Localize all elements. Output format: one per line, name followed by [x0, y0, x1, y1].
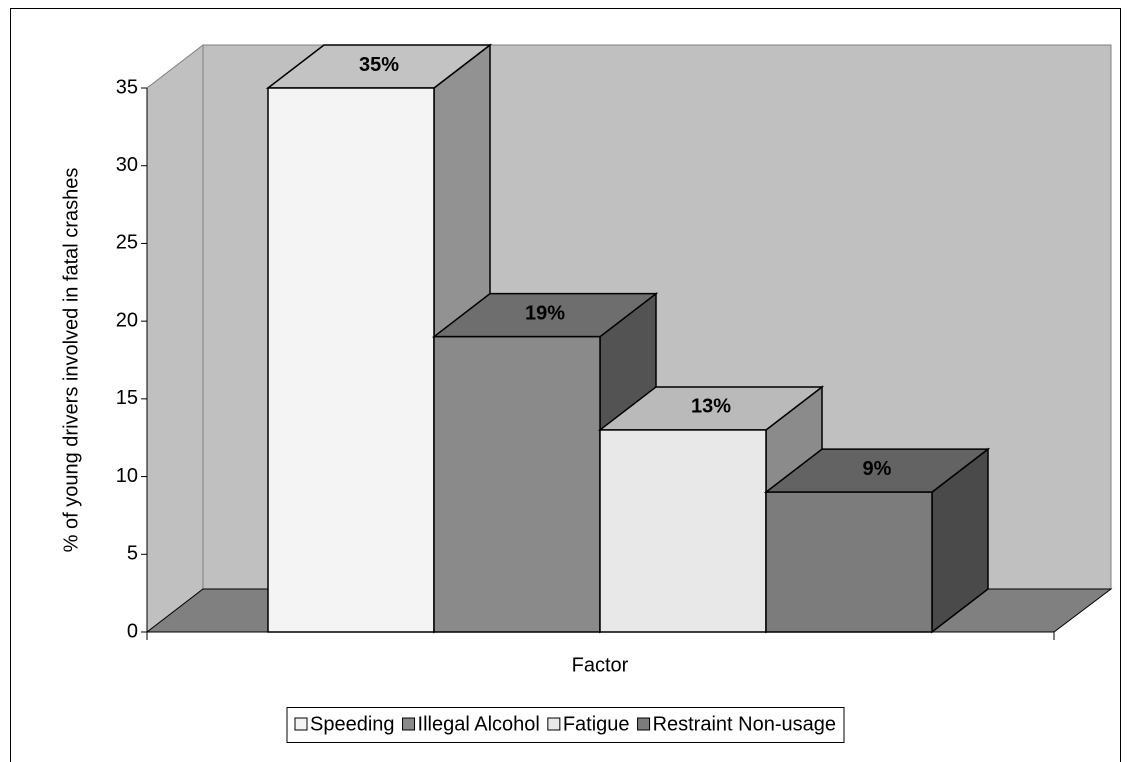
legend-label: Fatigue	[563, 713, 630, 735]
y-tick-label: 10	[116, 465, 138, 487]
y-tick-label: 5	[127, 543, 138, 565]
y-axis-label: % of young drivers involved in fatal cra…	[60, 168, 82, 553]
y-tick-label: 20	[116, 309, 138, 331]
value-label: 19%	[525, 302, 565, 324]
legend-box	[286, 707, 845, 743]
y-tick-label: 30	[116, 154, 138, 176]
legend-label: Illegal Alcohol	[418, 713, 540, 735]
legend-swatch	[402, 717, 416, 731]
left-wall	[146, 43, 204, 634]
bar	[433, 335, 601, 633]
x-axis-label: Factor	[572, 654, 629, 676]
bar	[765, 491, 933, 633]
bar	[267, 87, 435, 633]
plot-area: 0 5 10 15 20 25 30 35 35% 19% 13% 9%	[116, 43, 1113, 642]
y-tick-label: 25	[116, 232, 138, 254]
value-label: 13%	[691, 396, 731, 418]
legend-label: Speeding	[310, 713, 395, 735]
legend: Speeding Illegal Alcohol Fatigue Restraint …	[286, 707, 845, 743]
legend-swatch	[637, 717, 651, 731]
y-tick-label: 0	[127, 620, 138, 642]
legend-swatch	[547, 717, 561, 731]
y-tick-label: 15	[116, 387, 138, 409]
legend-label: Restraint Non-usage	[653, 713, 836, 735]
value-label: 35%	[359, 54, 399, 76]
value-label: 9%	[863, 458, 892, 480]
legend-swatch	[294, 717, 308, 731]
y-tick-label: 35	[116, 76, 138, 98]
bar	[599, 429, 767, 633]
